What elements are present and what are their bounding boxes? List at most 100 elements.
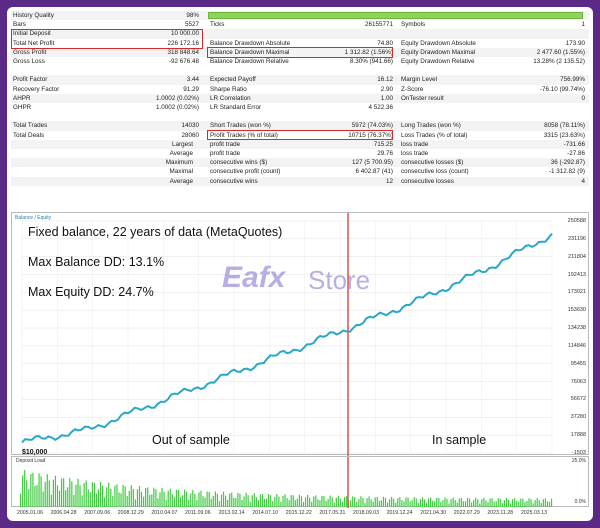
- deposit-load-bar: [194, 493, 196, 507]
- label: loss trade: [401, 140, 429, 148]
- value: 756.99%: [560, 76, 585, 84]
- deposit-load-top: 25.0%: [571, 458, 586, 464]
- deposit-load-bar: [341, 501, 344, 507]
- deposit-load-bar: [471, 502, 473, 507]
- deposit-load-bar: [48, 480, 50, 507]
- deposit-load-bar: [257, 500, 259, 507]
- deposit-load-bar: [20, 493, 22, 507]
- deposit-load-bar: [255, 497, 257, 507]
- label: Recovery Factor: [13, 85, 60, 93]
- value: -92 676.48: [168, 58, 199, 65]
- deposit-load-bar: [216, 493, 218, 507]
- x-tick-label: 2022.07.29: [453, 510, 480, 516]
- deposit-load-bar: [485, 500, 487, 507]
- deposit-load-bar: [75, 484, 77, 507]
- deposit-load-bar: [466, 497, 469, 507]
- deposit-load-bottom: 0.0%: [574, 499, 586, 505]
- deposit-load-bar: [425, 502, 428, 507]
- x-tick-label: 2007.09.06: [84, 510, 111, 516]
- deposit-load-bar: [403, 501, 405, 507]
- deposit-load-bar: [516, 500, 518, 507]
- deposit-load-bar: [108, 482, 110, 507]
- value: 8.30% (941.66): [349, 58, 393, 65]
- deposit-load-bar: [235, 498, 237, 507]
- deposit-load-bar: [442, 500, 444, 507]
- label: Short Trades (won %): [210, 122, 271, 130]
- deposit-load-bar: [245, 492, 247, 507]
- strategy-report-table: History Quality 98% Bars 5527 Ticks 2615…: [11, 11, 589, 211]
- report-row: Maximum consecutive wins ($) 127 (5 700.…: [11, 158, 589, 168]
- deposit-load-bar: [489, 498, 491, 507]
- deposit-load-bar: [81, 495, 83, 507]
- deposit-load-bar: [247, 495, 249, 507]
- deposit-load-bar: [91, 482, 93, 507]
- y-tick-label: 250588: [567, 218, 586, 224]
- deposit-load-bar: [462, 501, 464, 507]
- watermark-logo: Eafx: [222, 261, 286, 294]
- deposit-load-bar: [192, 489, 194, 507]
- label: Equity Drawdown Maximal: [401, 48, 476, 56]
- deposit-load-bar: [175, 490, 177, 507]
- deposit-load-bar: [253, 493, 255, 507]
- x-tick-label: 2006.04.28: [50, 510, 77, 516]
- label: Loss Trades (% of total): [401, 131, 468, 139]
- deposit-load-bar: [444, 497, 446, 507]
- value: 29.76: [377, 150, 393, 157]
- deposit-load-bar: [358, 499, 360, 507]
- deposit-load-bar: [136, 489, 139, 507]
- report-row: Gross Profit 318 848.64 Balance Drawdown…: [11, 47, 589, 57]
- deposit-load-bar: [520, 498, 522, 507]
- x-tick-label: 2021.04.30: [420, 510, 447, 516]
- deposit-load-bar: [208, 492, 210, 507]
- deposit-load-bar: [454, 499, 456, 507]
- label: Total Trades: [13, 122, 48, 130]
- value: 14030: [181, 122, 199, 130]
- deposit-load-chart: Deposit Load 25.0% 0.0%: [11, 456, 589, 508]
- deposit-load-bar: [56, 485, 59, 507]
- deposit-load-bar: [434, 501, 436, 507]
- label: Z-Score: [401, 85, 424, 93]
- label: History Quality: [13, 12, 54, 19]
- deposit-load-bar: [397, 498, 399, 507]
- deposit-load-bar: [407, 497, 409, 507]
- deposit-load-bar: [495, 501, 497, 507]
- label: Balance Drawdown Maximal: [210, 48, 290, 56]
- value: 74.80: [377, 39, 393, 47]
- deposit-load-bar: [122, 485, 124, 507]
- y-tick-label: 153630: [567, 307, 586, 314]
- deposit-load-title: Deposit Load: [16, 458, 46, 464]
- label: Average: [169, 177, 193, 185]
- deposit-load-bar: [190, 493, 192, 507]
- deposit-load-bar: [448, 503, 450, 507]
- deposit-load-bar: [225, 495, 227, 507]
- value: 226 172.16: [167, 39, 199, 47]
- deposit-load-bar: [391, 496, 393, 507]
- deposit-load-bar: [507, 499, 510, 507]
- highlight-balance-drawdown: [207, 47, 393, 58]
- deposit-load-bar: [22, 475, 24, 507]
- report-row: Total Deals 28060 Profit Trades (% of to…: [11, 131, 589, 140]
- value: 10 000.00: [170, 30, 199, 38]
- deposit-load-bar: [393, 498, 395, 507]
- deposit-load-bar: [350, 500, 352, 507]
- value: 318 848.64: [167, 48, 199, 56]
- deposit-load-svg: [20, 457, 553, 508]
- deposit-load-bar: [530, 499, 532, 507]
- deposit-load-bar: [140, 491, 143, 507]
- deposit-load-bar: [534, 499, 536, 507]
- deposit-load-bar: [386, 502, 389, 507]
- deposit-load-bar: [345, 496, 348, 507]
- y-tick-label: 192413: [567, 271, 586, 278]
- deposit-load-bar: [487, 502, 489, 507]
- label: Profit Trades (% of total): [210, 131, 278, 139]
- deposit-load-bar: [71, 481, 73, 507]
- deposit-load-bar: [206, 491, 208, 507]
- deposit-load-bar: [36, 485, 38, 507]
- label: Largest: [171, 140, 193, 148]
- deposit-load-bar: [73, 494, 75, 507]
- deposit-load-bar: [120, 493, 122, 507]
- value: 4 522.36: [368, 104, 393, 111]
- value: 715.25: [373, 140, 393, 148]
- x-tick-label: 2023.11.28: [487, 510, 513, 516]
- deposit-load-bar: [272, 501, 274, 507]
